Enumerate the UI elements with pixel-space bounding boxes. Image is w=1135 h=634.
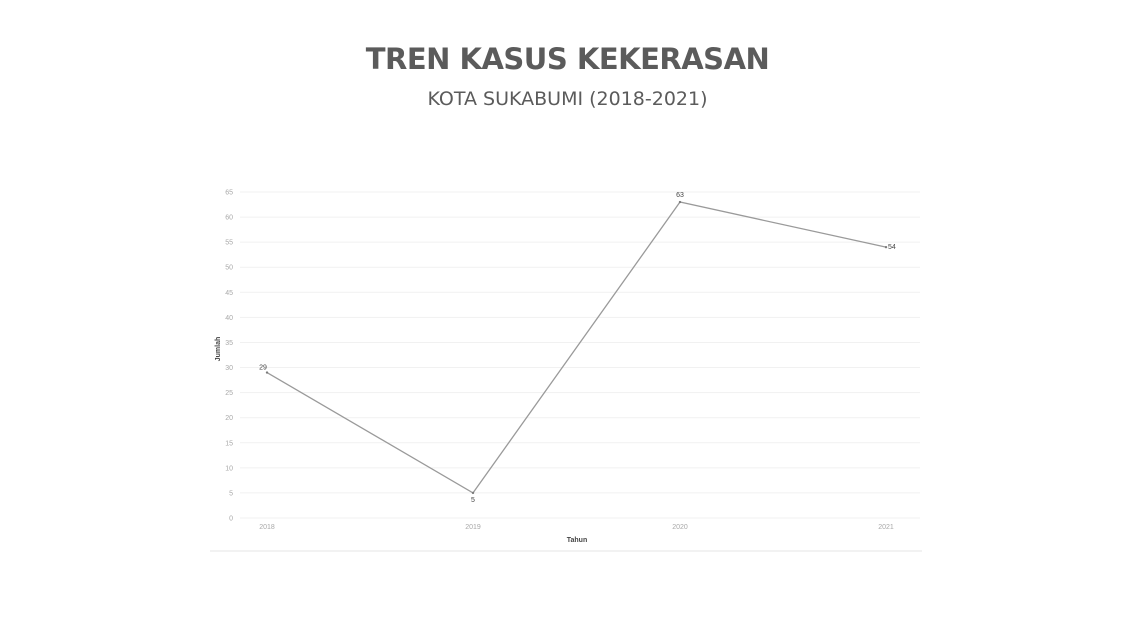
- y-tick-label: 0: [229, 516, 233, 523]
- y-tick-label: 55: [225, 240, 233, 247]
- data-label: 54: [888, 244, 896, 251]
- y-tick-label: 35: [225, 340, 233, 347]
- data-point: [678, 200, 682, 204]
- x-axis-ticks: 2018 2019 2020 2021: [259, 524, 894, 531]
- y-tick-label: 50: [225, 265, 233, 272]
- data-labels: 29 5 63 54: [259, 192, 896, 504]
- y-tick-label: 65: [225, 190, 233, 197]
- y-tick-label: 30: [225, 365, 233, 372]
- chart-title: TREN KASUS KEKERASAN: [365, 42, 770, 76]
- data-point: [265, 371, 269, 374]
- x-tick-label: 2019: [465, 524, 481, 531]
- chart-subtitle: KOTA SUKABUMI (2018-2021): [427, 88, 708, 110]
- y-tick-label: 45: [225, 290, 233, 297]
- data-label: 63: [676, 192, 684, 199]
- y-tick-label: 60: [225, 215, 233, 222]
- x-axis-label: Tahun: [567, 537, 587, 544]
- series-line: [266, 201, 887, 494]
- y-tick-label: 10: [225, 465, 233, 472]
- y-axis-ticks: 0 5 10 15 20 25 30 35 40 45 50 55 60 65: [225, 190, 233, 523]
- data-point: [884, 245, 888, 249]
- data-label: 5: [471, 497, 475, 504]
- x-tick-label: 2021: [878, 524, 894, 531]
- y-tick-label: 25: [225, 390, 233, 397]
- x-tick-label: 2018: [259, 524, 275, 531]
- data-label: 29: [259, 365, 267, 372]
- y-tick-label: 15: [225, 440, 233, 447]
- data-points: [265, 200, 888, 495]
- gridlines: [240, 191, 920, 519]
- y-tick-label: 20: [225, 415, 233, 422]
- y-tick-label: 40: [225, 315, 233, 322]
- y-tick-label: 5: [229, 490, 233, 497]
- y-axis-label: Jumlah: [215, 337, 222, 362]
- x-tick-label: 2020: [672, 524, 688, 531]
- data-point: [471, 491, 475, 495]
